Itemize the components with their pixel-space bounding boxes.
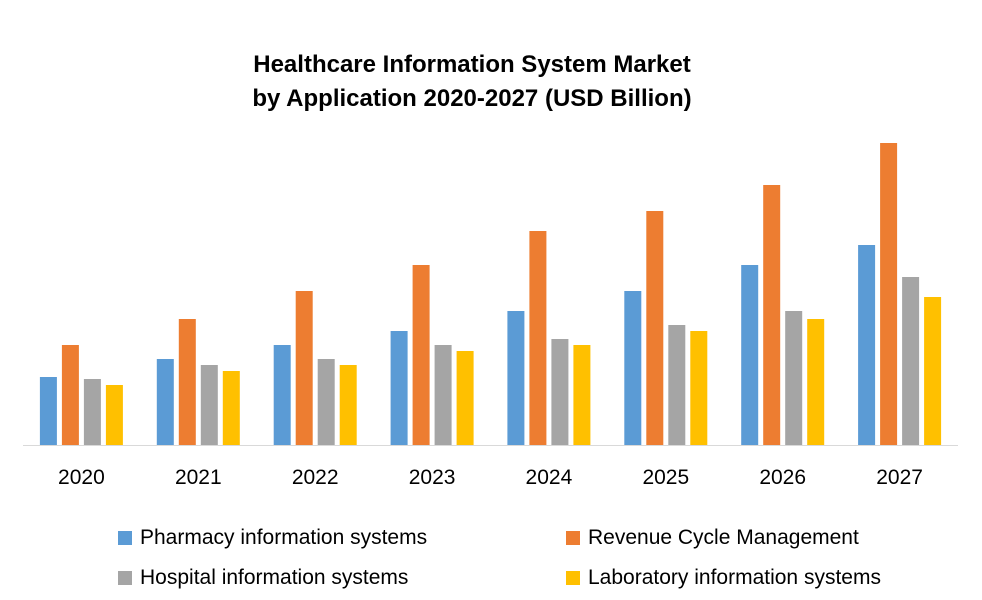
bar-laboratory-information-systems-2021 [222,371,240,445]
x-tick-label-2022: 2022 [292,466,339,489]
x-tick-labels: 2020 2021 2022 2023 2024 2025 2026 2027 [58,466,923,489]
bar-revenue-cycle-management-2026 [763,185,781,445]
legend-label: Revenue Cycle Management [588,526,859,549]
x-tick-label-2021: 2021 [175,466,222,489]
bar-hospital-information-systems-2021 [200,365,218,445]
bar-hospital-information-systems-2020 [83,379,101,445]
bar-pharmacy-information-systems-2026 [741,265,759,445]
chart-title: Healthcare Information System Market by … [0,48,944,116]
bar-laboratory-information-systems-2026 [807,319,825,445]
legend-label: Pharmacy information systems [140,526,428,549]
bar-laboratory-information-systems-2022 [339,365,357,445]
bar-laboratory-information-systems-2027 [924,297,942,445]
x-tick-label-2024: 2024 [526,466,573,489]
legend-swatch [118,531,132,545]
bar-revenue-cycle-management-2022 [295,291,313,445]
bar-revenue-cycle-management-2024 [529,231,547,445]
bar-pharmacy-information-systems-2027 [858,245,876,445]
legend-label: Hospital information systems [140,566,409,589]
bar-pharmacy-information-systems-2023 [390,331,408,445]
bar-revenue-cycle-management-2023 [412,265,430,445]
bar-pharmacy-information-systems-2020 [39,377,57,445]
legend-item-pharmacy-information-systems: Pharmacy information systems [118,526,427,550]
bar-hospital-information-systems-2025 [668,325,686,445]
chart-title-line-1: Healthcare Information System Market [253,51,691,78]
legend-item-revenue-cycle-management: Revenue Cycle Management [566,526,859,550]
x-tick-label-2026: 2026 [759,466,806,489]
bar-revenue-cycle-management-2027 [880,143,898,445]
bar-laboratory-information-systems-2020 [105,385,123,445]
legend-item-laboratory-information-systems: Laboratory information systems [566,566,881,590]
bar-hospital-information-systems-2022 [317,359,335,445]
legend-swatch [566,531,580,545]
x-tick-label-2020: 2020 [58,466,105,489]
x-tick-label-2025: 2025 [642,466,689,489]
legend-swatch [566,571,580,585]
bar-hospital-information-systems-2027 [902,277,920,445]
bar-pharmacy-information-systems-2021 [156,359,174,445]
bar-laboratory-information-systems-2023 [456,351,474,445]
bars-group [39,143,942,445]
bar-pharmacy-information-systems-2025 [624,291,642,445]
bar-hospital-information-systems-2024 [551,339,569,445]
x-tick-label-2027: 2027 [876,466,923,489]
bar-revenue-cycle-management-2021 [178,319,196,445]
bar-pharmacy-information-systems-2024 [507,311,525,445]
legend-swatch [118,571,132,585]
bar-revenue-cycle-management-2020 [61,345,79,445]
bar-laboratory-information-systems-2025 [690,331,708,445]
x-tick-label-2023: 2023 [409,466,456,489]
bar-revenue-cycle-management-2025 [646,211,664,445]
bar-hospital-information-systems-2026 [785,311,803,445]
bar-laboratory-information-systems-2024 [573,345,591,445]
bar-hospital-information-systems-2023 [434,345,452,445]
legend-item-hospital-information-systems: Hospital information systems [118,566,408,590]
bar-pharmacy-information-systems-2022 [273,345,291,445]
legend-label: Laboratory information systems [588,566,881,589]
bar-chart: 2020 2021 2022 2023 2024 2025 2026 2027 [23,143,958,489]
chart-title-line-2: by Application 2020-2027 (USD Billion) [252,85,692,112]
